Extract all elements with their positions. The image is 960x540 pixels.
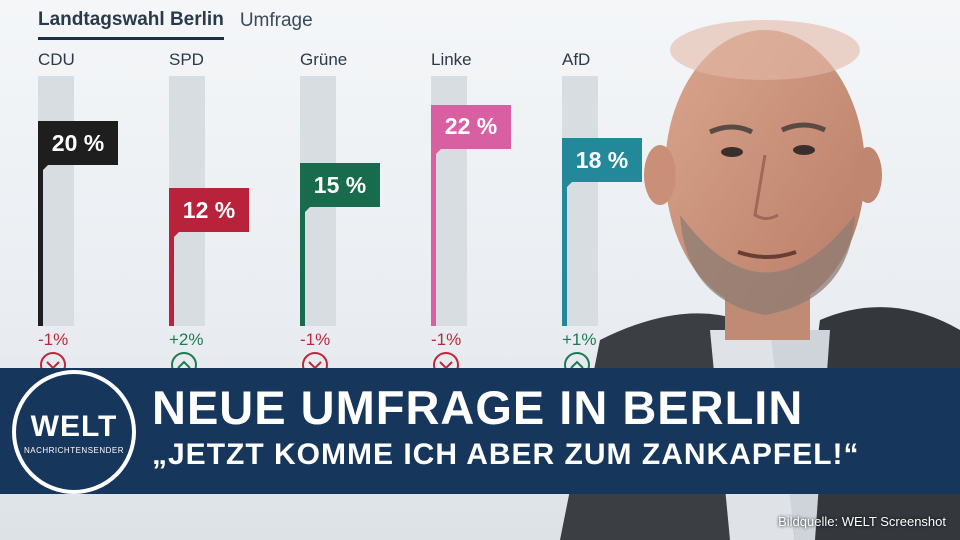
headline-banner xyxy=(0,368,960,494)
party-name: Grüne xyxy=(300,50,348,69)
eye-shape-right xyxy=(793,145,815,155)
eyebrow-shape xyxy=(708,124,754,135)
vote-bar xyxy=(300,209,305,326)
value-flag: 12 % xyxy=(169,188,249,242)
party-name: SPD xyxy=(169,50,204,69)
headline-text: NEUE UMFRAGE IN BERLIN xyxy=(152,381,804,434)
change-value: +1% xyxy=(562,330,597,349)
change-value: -1% xyxy=(300,330,331,349)
vote-bar xyxy=(562,184,567,326)
eyebrow-shape-right xyxy=(780,122,827,133)
ear-shape-right xyxy=(854,147,882,203)
vote-bar xyxy=(431,150,436,326)
eye-shape xyxy=(721,147,743,157)
chart-tabs: Landtagswahl Berlin Umfrage xyxy=(38,8,313,40)
party-name: AfD xyxy=(562,50,591,69)
value-flag: 22 % xyxy=(431,104,511,159)
hair-shape xyxy=(670,20,860,80)
logo-wordmark: WELT xyxy=(30,409,118,443)
vote-bar xyxy=(169,234,174,326)
value-flag: 18 % xyxy=(562,138,642,192)
party-name: CDU xyxy=(38,50,75,69)
party-name: Linke xyxy=(431,50,472,69)
vote-bar xyxy=(38,167,43,326)
tab-landtagswahl[interactable]: Landtagswahl Berlin xyxy=(38,9,224,40)
change-value: -1% xyxy=(38,330,69,349)
column-track xyxy=(562,76,598,326)
subline-quote: „JETZT KOMME ICH ABER ZUM ZANKAPFEL!“ xyxy=(152,438,860,471)
welt-logo: WELT NACHRICHTENSENDER xyxy=(12,370,136,494)
value-flag: 15 % xyxy=(300,163,380,217)
change-value: -1% xyxy=(431,330,462,349)
change-value: +2% xyxy=(169,330,204,349)
column-track xyxy=(38,76,74,326)
logo-subtitle: NACHRICHTENSENDER xyxy=(23,445,125,455)
ear-shape xyxy=(644,145,676,205)
beard-shape xyxy=(680,215,855,315)
mouth-shape xyxy=(737,250,797,259)
tab-umfrage[interactable]: Umfrage xyxy=(239,10,313,31)
value-flag: 20 % xyxy=(38,121,118,176)
head-shape xyxy=(665,30,865,310)
nose-shape xyxy=(753,154,779,220)
image-credit: Bildquelle: WELT Screenshot xyxy=(778,514,946,529)
